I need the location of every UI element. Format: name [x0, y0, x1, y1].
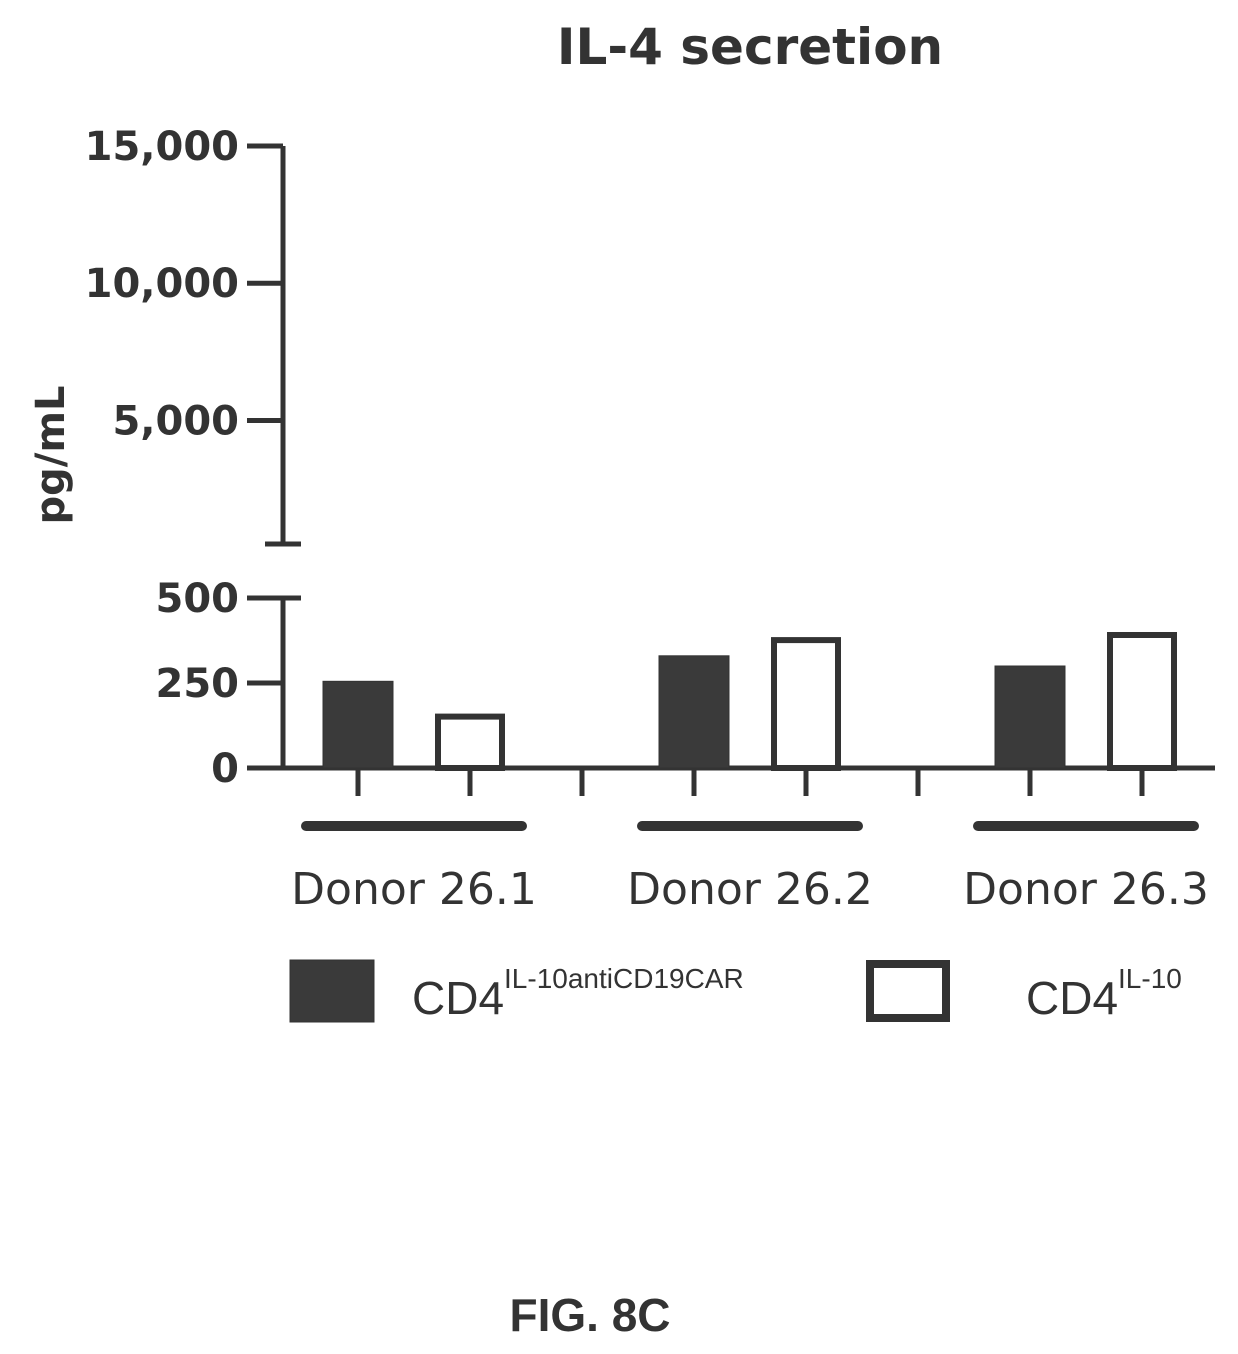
legend-label-superscript: IL-10antiCD19CAR — [504, 963, 744, 994]
bar-car-2 — [658, 655, 730, 769]
category-label: Donor 26.2 — [627, 864, 873, 915]
chart-title: IL-4 secretion — [557, 18, 943, 76]
bar-car-1 — [322, 680, 394, 769]
lower-y-axis: 0 250 500 — [156, 576, 1215, 792]
category-groups: Donor 26.1 Donor 26.2 Donor 26.3 — [291, 821, 1209, 915]
x-axis-ticks — [355, 768, 1145, 796]
figure-label: FIG. 8C — [509, 1289, 671, 1341]
y-tick-label: 10,000 — [85, 261, 239, 307]
legend-swatch — [289, 959, 375, 1023]
legend-swatch — [866, 960, 950, 1022]
bar-series — [322, 632, 1177, 771]
bar-il10-3 — [1107, 632, 1177, 771]
upper-y-axis: 5,000 10,000 15,000 — [85, 124, 301, 547]
legend-label: CD4IL-10antiCD19CAR — [412, 963, 744, 1024]
y-tick-label: 500 — [156, 576, 240, 622]
y-tick-label: 250 — [156, 661, 240, 707]
category-label: Donor 26.1 — [291, 864, 537, 915]
bar-il10-1 — [435, 713, 505, 771]
legend: CD4IL-10antiCD19CAR CD4IL-10 — [289, 959, 1182, 1024]
y-tick-label: 0 — [211, 746, 239, 792]
y-axis-label: pg/mL — [28, 385, 74, 524]
category-label: Donor 26.3 — [963, 864, 1209, 915]
legend-label-superscript: IL-10 — [1118, 963, 1182, 994]
y-tick-label: 5,000 — [112, 398, 239, 444]
bar-car-3 — [994, 665, 1066, 769]
legend-label-base: CD4 — [1026, 972, 1118, 1024]
legend-label: CD4IL-10 — [1026, 963, 1182, 1024]
legend-label-base: CD4 — [412, 972, 504, 1024]
bar-il10-2 — [771, 637, 841, 771]
y-tick-label: 15,000 — [85, 124, 239, 170]
